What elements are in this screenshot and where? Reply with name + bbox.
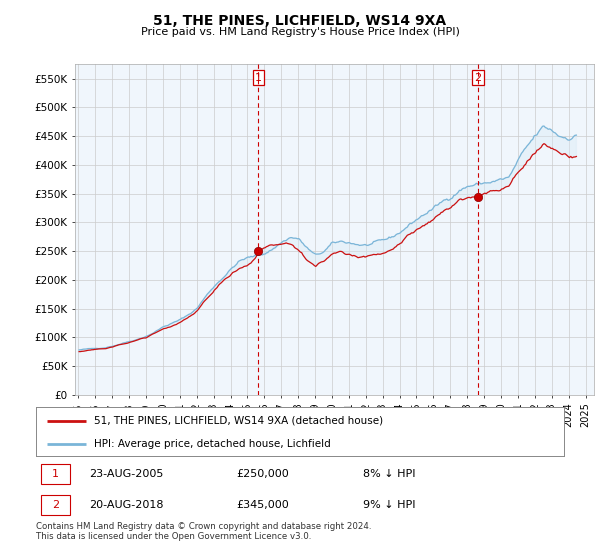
Text: 23-AUG-2005: 23-AUG-2005 bbox=[89, 469, 163, 479]
Text: 2: 2 bbox=[475, 73, 482, 83]
Text: £345,000: £345,000 bbox=[236, 500, 289, 510]
Text: 51, THE PINES, LICHFIELD, WS14 9XA (detached house): 51, THE PINES, LICHFIELD, WS14 9XA (deta… bbox=[94, 416, 383, 426]
Text: 2: 2 bbox=[52, 500, 59, 510]
Text: 20-AUG-2018: 20-AUG-2018 bbox=[89, 500, 163, 510]
Text: Contains HM Land Registry data © Crown copyright and database right 2024.
This d: Contains HM Land Registry data © Crown c… bbox=[36, 522, 371, 542]
Text: 1: 1 bbox=[52, 469, 59, 479]
Text: 51, THE PINES, LICHFIELD, WS14 9XA: 51, THE PINES, LICHFIELD, WS14 9XA bbox=[154, 14, 446, 28]
Text: £250,000: £250,000 bbox=[236, 469, 289, 479]
Text: 9% ↓ HPI: 9% ↓ HPI bbox=[364, 500, 416, 510]
Text: HPI: Average price, detached house, Lichfield: HPI: Average price, detached house, Lich… bbox=[94, 439, 331, 449]
Text: 1: 1 bbox=[255, 73, 262, 83]
Bar bbox=[41, 495, 70, 515]
Text: Price paid vs. HM Land Registry's House Price Index (HPI): Price paid vs. HM Land Registry's House … bbox=[140, 27, 460, 37]
Text: 8% ↓ HPI: 8% ↓ HPI bbox=[364, 469, 416, 479]
Bar bbox=[41, 464, 70, 484]
